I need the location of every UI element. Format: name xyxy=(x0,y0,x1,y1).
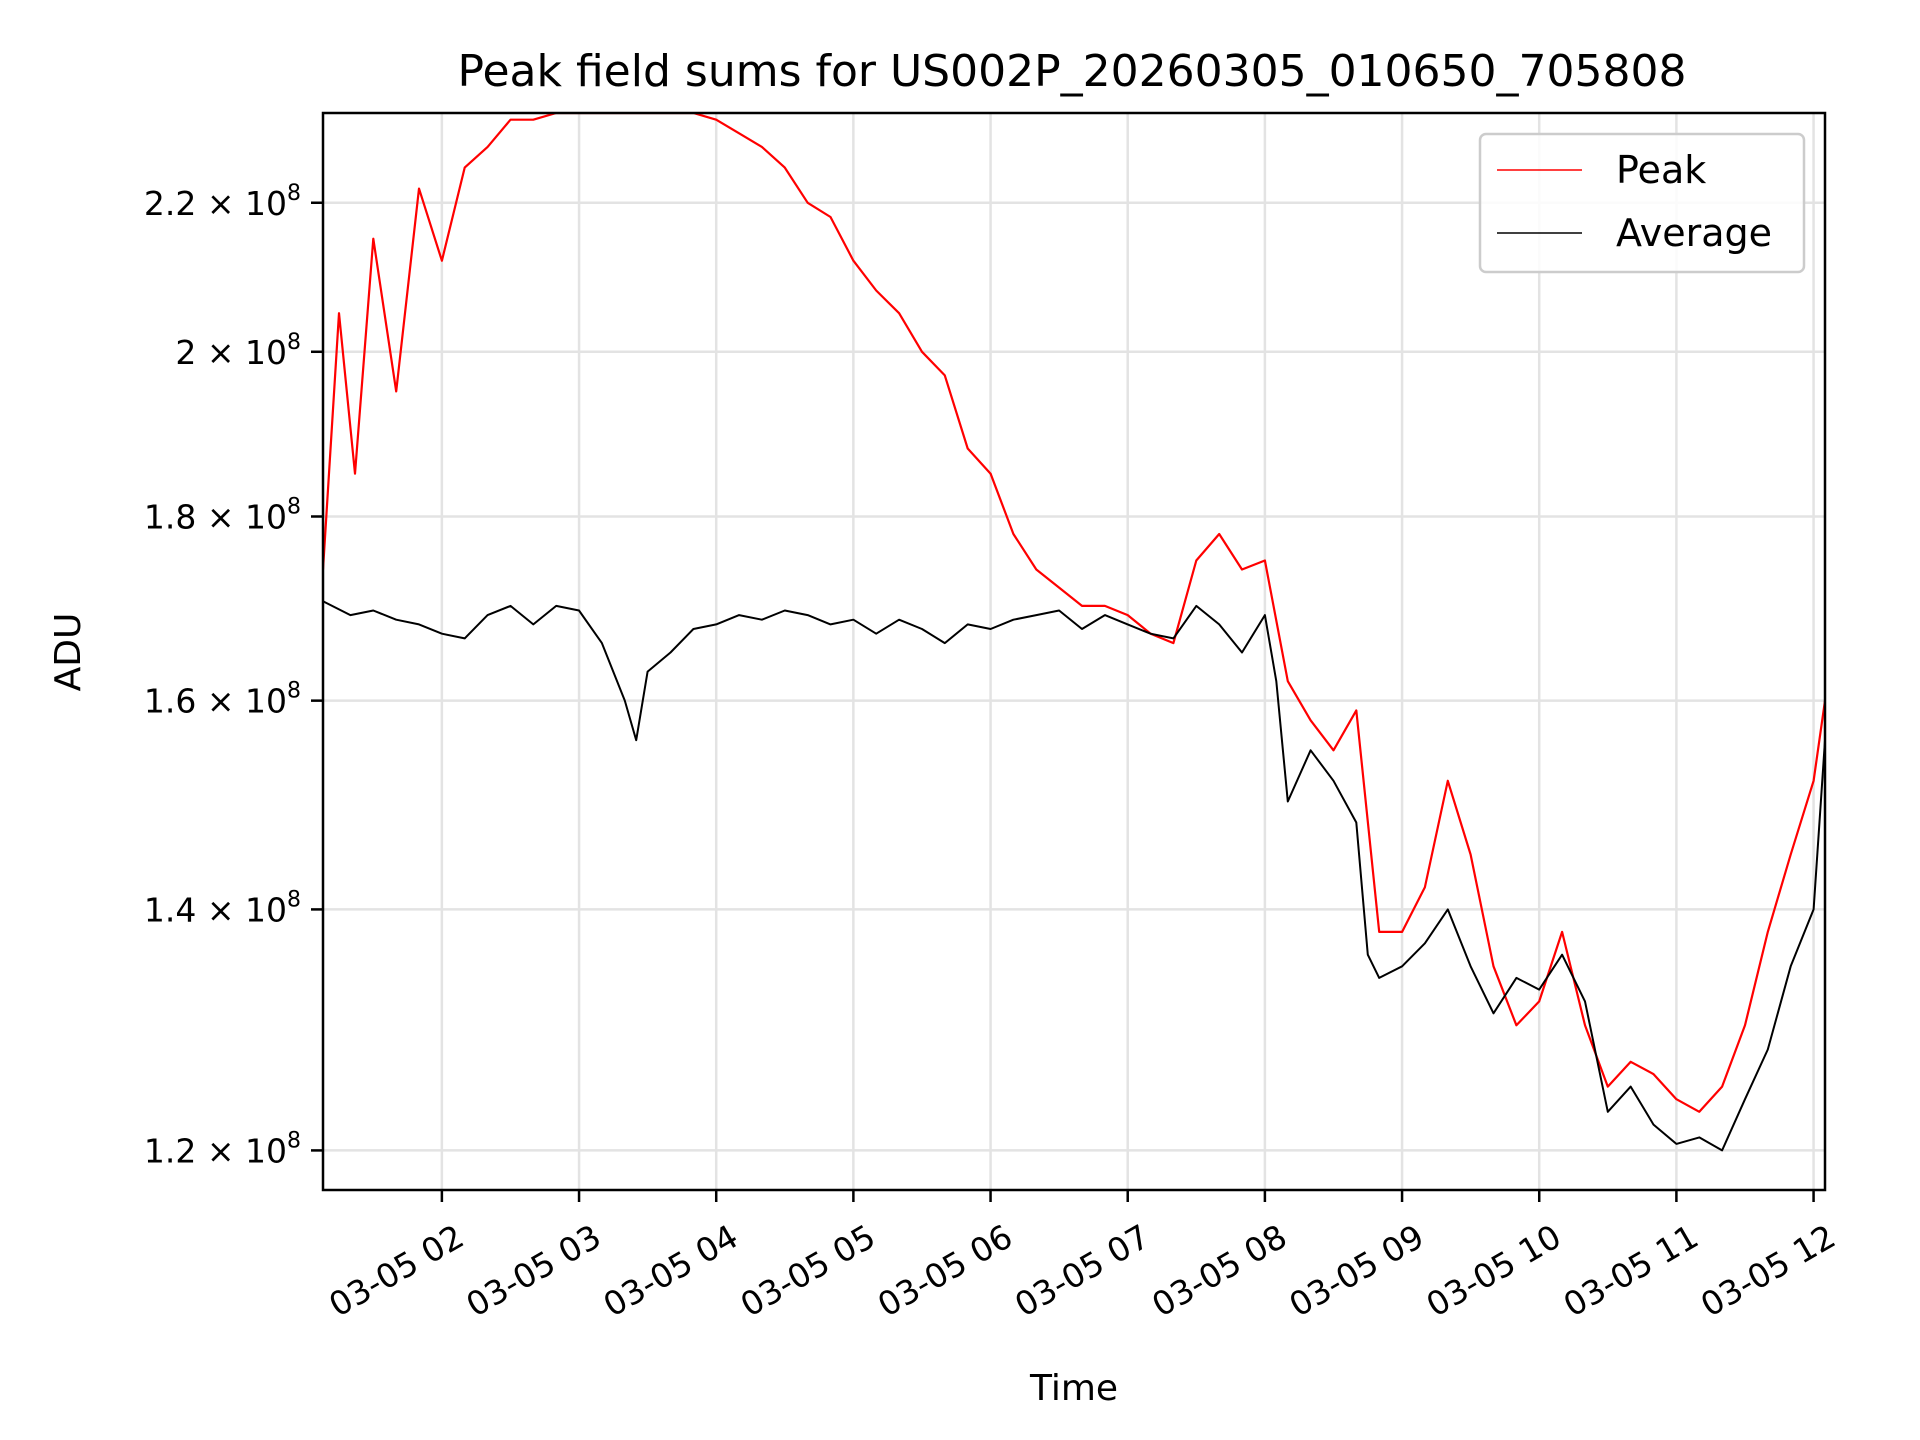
y-tick-label-1: 1.4 × 108 xyxy=(144,887,301,929)
legend-box xyxy=(1478,132,1806,274)
series-line-peak xyxy=(323,113,1825,1113)
x-axis-label: Time xyxy=(1029,1368,1118,1409)
y-tick-label-2: 1.6 × 108 xyxy=(144,679,301,721)
y-tick-label-5: 2.2 × 108 xyxy=(144,181,301,223)
series-layer xyxy=(323,113,1825,1152)
legend-label-peak: Peak xyxy=(1616,148,1706,192)
y-tick-label-4: 2 × 108 xyxy=(175,330,301,372)
y-tick-label-0: 1.2 × 108 xyxy=(144,1128,301,1170)
chart-title: Peak field sums for US002P_20260305_0106… xyxy=(458,46,1687,97)
series-line-average xyxy=(323,600,1825,1152)
legend: Peak Average xyxy=(1478,132,1806,274)
plot-frame xyxy=(321,111,1827,1192)
y-tick-label-3: 1.8 × 108 xyxy=(144,494,301,536)
gridlines xyxy=(323,113,1825,1190)
y-axis-label: ADU xyxy=(48,613,89,692)
y-axis: 1.2 × 108 1.4 × 108 1.6 × 108 1.8 × 108 2 × … xyxy=(144,181,323,1170)
legend-label-average: Average xyxy=(1616,211,1772,255)
